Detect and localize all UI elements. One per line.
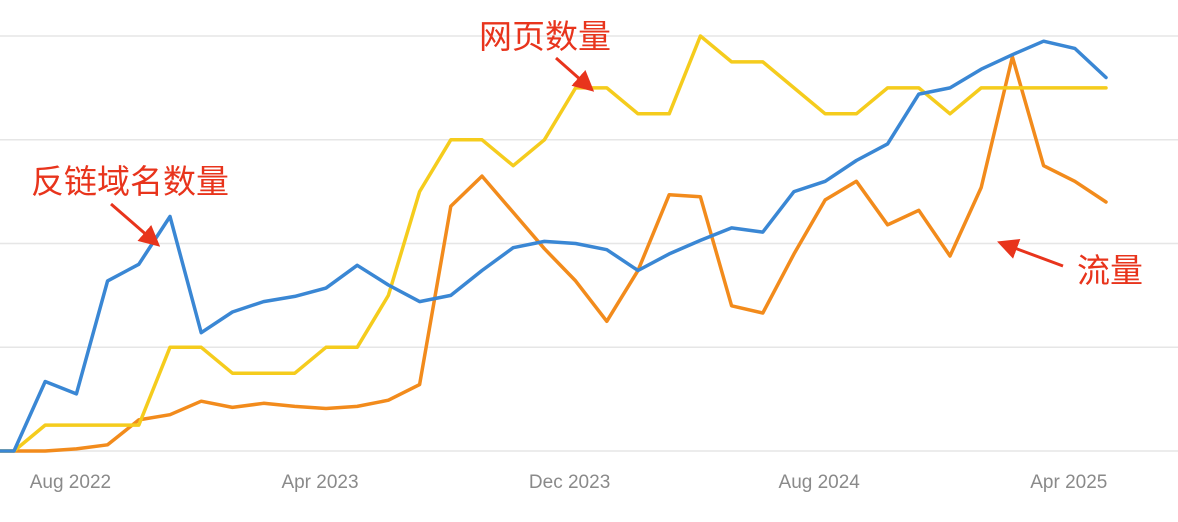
x-tick-label: Apr 2025	[1030, 472, 1107, 493]
traffic-line	[0, 55, 1108, 453]
annotations: 网页数量 反链域名数量 流量	[31, 17, 1143, 290]
x-tick-label: Aug 2022	[30, 472, 111, 493]
annotation-pages-arrow	[555, 56, 595, 92]
x-tick-label: Apr 2023	[281, 472, 358, 493]
annotation-pages-label: 网页数量	[479, 17, 611, 56]
series-lines	[0, 34, 1108, 453]
refdomains-line	[0, 39, 1108, 453]
x-tick-label: Dec 2023	[529, 472, 610, 493]
annotation-refdomains-arrow	[110, 202, 161, 247]
annotation-traffic-label: 流量	[1077, 251, 1143, 290]
annotation-traffic-arrow	[997, 238, 1064, 268]
pages-line	[0, 34, 1108, 453]
annotation-refdomains-label: 反链域名数量	[31, 162, 229, 201]
x-axis-tick-labels: Aug 2022 Apr 2023 Dec 2023 Aug 2024 Apr 2025	[30, 472, 1108, 493]
x-tick-label: Aug 2024	[779, 472, 861, 493]
